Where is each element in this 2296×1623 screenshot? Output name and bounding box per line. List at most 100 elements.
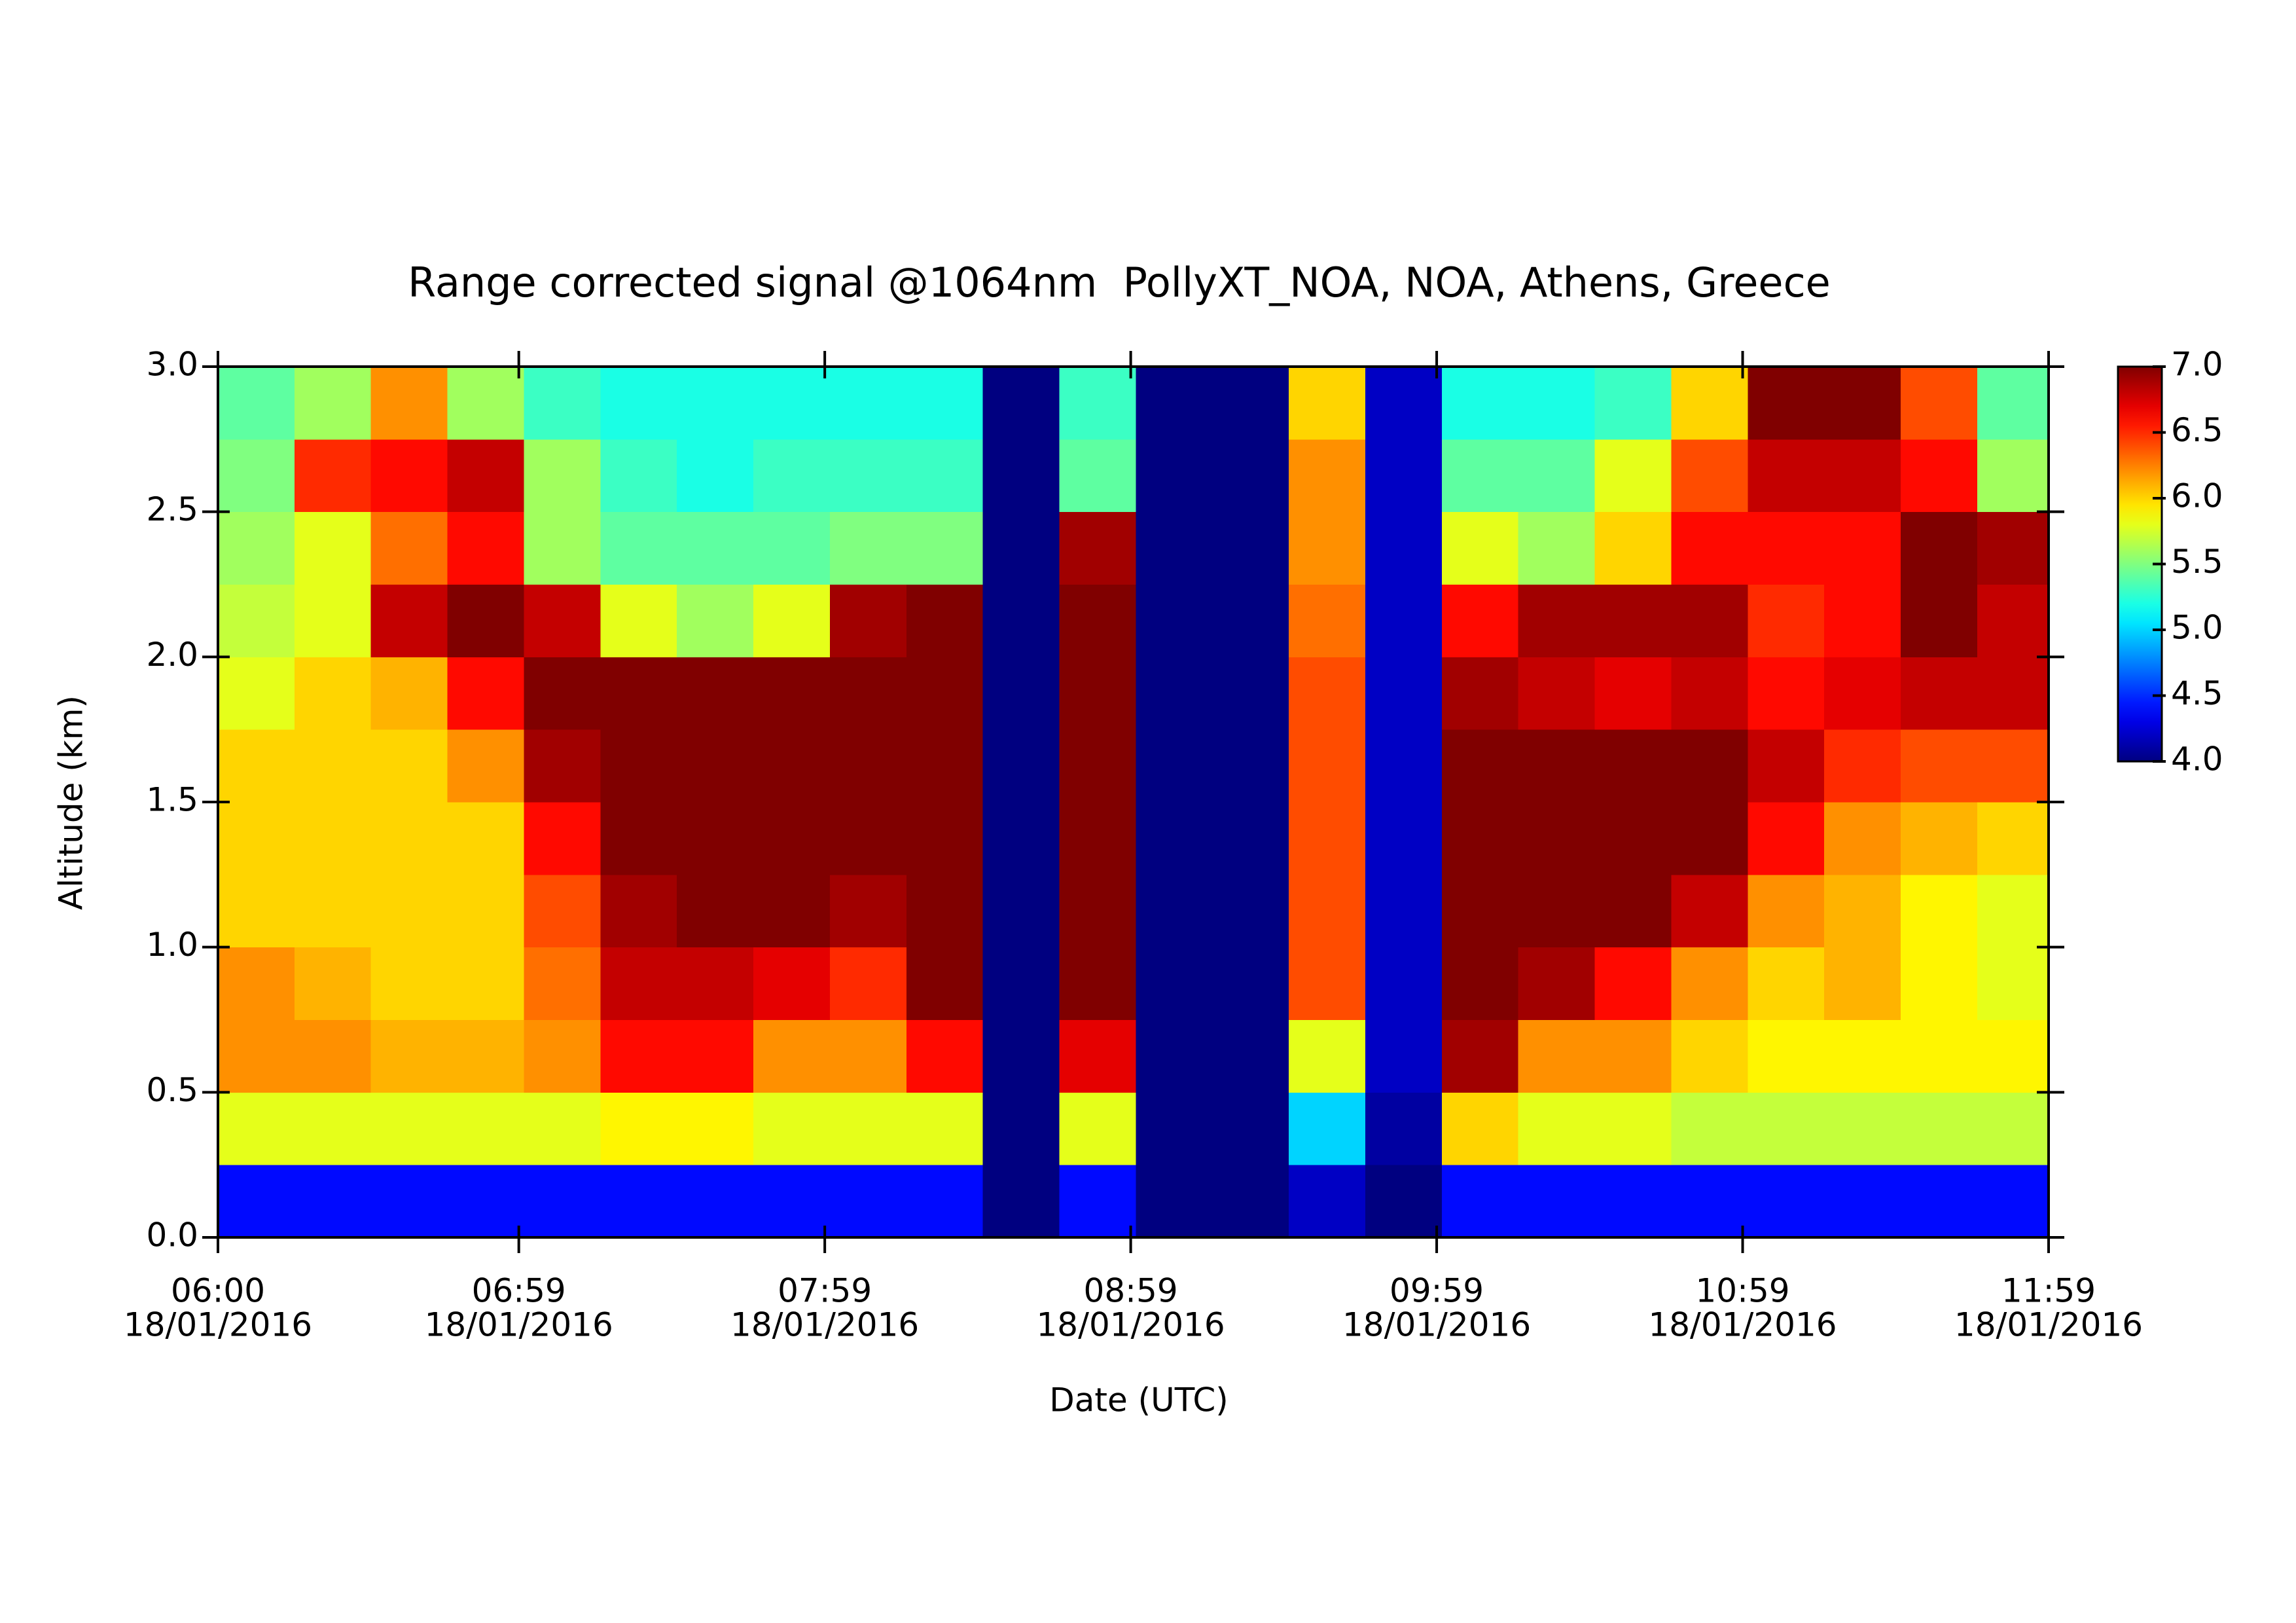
heatmap-cell — [218, 947, 295, 1020]
x-tick-date: 18/01/2016 — [1648, 1306, 1837, 1344]
heatmap-cell — [982, 802, 1060, 875]
heatmap-cell — [1289, 729, 1366, 803]
heatmap-cell — [447, 439, 524, 513]
heatmap-cell — [1824, 1092, 1901, 1165]
heatmap-cell — [370, 367, 448, 440]
heatmap-cell — [1824, 802, 1901, 875]
heatmap-cell — [1594, 947, 1672, 1020]
heatmap-cell — [1365, 1019, 1443, 1093]
heatmap-cell — [370, 1019, 448, 1093]
heatmap-cell — [1977, 584, 2049, 657]
heatmap-cell — [1136, 511, 1213, 585]
heatmap-cell — [1365, 511, 1443, 585]
heatmap-cell — [1059, 729, 1136, 803]
heatmap-cell — [1059, 947, 1136, 1020]
heatmap-cell — [1824, 439, 1901, 513]
heatmap-cell — [1365, 802, 1443, 875]
heatmap-cell — [370, 439, 448, 513]
heatmap-cell — [1748, 1165, 1825, 1238]
heatmap-cell — [370, 729, 448, 803]
heatmap-cell — [1289, 439, 1366, 513]
heatmap-cell — [370, 1092, 448, 1165]
heatmap-cell — [1518, 1092, 1596, 1165]
heatmap-cell — [447, 802, 524, 875]
heatmap-cell — [1212, 511, 1289, 585]
heatmap-cell — [753, 802, 831, 875]
heatmap-cell — [982, 1165, 1060, 1238]
heatmap-cell — [218, 584, 295, 657]
heatmap-cell — [1824, 584, 1901, 657]
heatmap-cell — [906, 657, 984, 730]
heatmap-cell — [829, 511, 907, 585]
heatmap-cell — [447, 367, 524, 440]
heatmap-cell — [218, 802, 295, 875]
heatmap-cell — [1059, 584, 1136, 657]
heatmap-cell — [600, 1092, 677, 1165]
heatmap-cell — [218, 1019, 295, 1093]
heatmap-cell — [1441, 367, 1519, 440]
heatmap-cell — [1212, 802, 1289, 875]
heatmap-cell — [1748, 729, 1825, 803]
heatmap-cell — [753, 1165, 831, 1238]
heatmap-cell — [218, 439, 295, 513]
heatmap-cell — [1059, 802, 1136, 875]
heatmap-cell — [1136, 1019, 1213, 1093]
heatmap-cell — [294, 1019, 372, 1093]
heatmap-cell — [1441, 1165, 1519, 1238]
heatmap-cell — [753, 367, 831, 440]
heatmap-cell — [1441, 511, 1519, 585]
heatmap-cell — [1824, 657, 1901, 730]
heatmap-cell — [600, 367, 677, 440]
heatmap-cell — [829, 1092, 907, 1165]
heatmap-cell — [524, 511, 601, 585]
heatmap-cell — [1059, 1092, 1136, 1165]
heatmap-cell — [1365, 947, 1443, 1020]
heatmap-cell — [1212, 874, 1289, 948]
heatmap-cell — [447, 947, 524, 1020]
heatmap-cell — [1212, 439, 1289, 513]
heatmap-cell — [294, 1092, 372, 1165]
heatmap-cell — [447, 1019, 524, 1093]
heatmap-cell — [1594, 657, 1672, 730]
heatmap-cell — [1518, 584, 1596, 657]
heatmap-cell — [1212, 729, 1289, 803]
heatmap-cell — [1059, 367, 1136, 440]
heatmap-cell — [524, 729, 601, 803]
heatmap-cell — [1671, 657, 1748, 730]
heatmap-cell — [677, 729, 754, 803]
y-tick-label: 0.0 — [146, 1216, 198, 1254]
heatmap-cell — [1748, 657, 1825, 730]
heatmap-cell — [1441, 1092, 1519, 1165]
heatmap-cell — [370, 802, 448, 875]
heatmap-cell — [1977, 947, 2049, 1020]
heatmap-cell — [1901, 1019, 1978, 1093]
heatmap-cell — [1824, 947, 1901, 1020]
x-axis-label: Date (UTC) — [1049, 1381, 1229, 1419]
heatmap-cell — [1748, 1019, 1825, 1093]
heatmap-cell — [1441, 584, 1519, 657]
heatmap-cell — [447, 584, 524, 657]
heatmap-cell — [1824, 874, 1901, 948]
heatmap-cell — [753, 584, 831, 657]
heatmap-cell — [1365, 874, 1443, 948]
heatmap-cell — [1977, 511, 2049, 585]
heatmap-cell — [753, 1019, 831, 1093]
x-tick-date: 18/01/2016 — [124, 1306, 312, 1344]
heatmap-cell — [1289, 1165, 1366, 1238]
heatmap-cell — [1901, 1092, 1978, 1165]
heatmap-cell — [1518, 511, 1596, 585]
heatmap-cell — [218, 1092, 295, 1165]
heatmap-cell — [370, 657, 448, 730]
heatmap-cell — [829, 947, 907, 1020]
heatmap-cell — [1212, 1019, 1289, 1093]
heatmap-cell — [294, 439, 372, 513]
heatmap-cell — [1518, 367, 1596, 440]
heatmap-cell — [753, 657, 831, 730]
heatmap-cell — [1824, 511, 1901, 585]
y-tick-label: 0.5 — [146, 1071, 198, 1109]
heatmap-cell — [1594, 584, 1672, 657]
heatmap-cell — [677, 657, 754, 730]
chart-title: Range corrected signal @1064nm PollyXT_N… — [408, 259, 1831, 306]
heatmap-cell — [982, 439, 1060, 513]
